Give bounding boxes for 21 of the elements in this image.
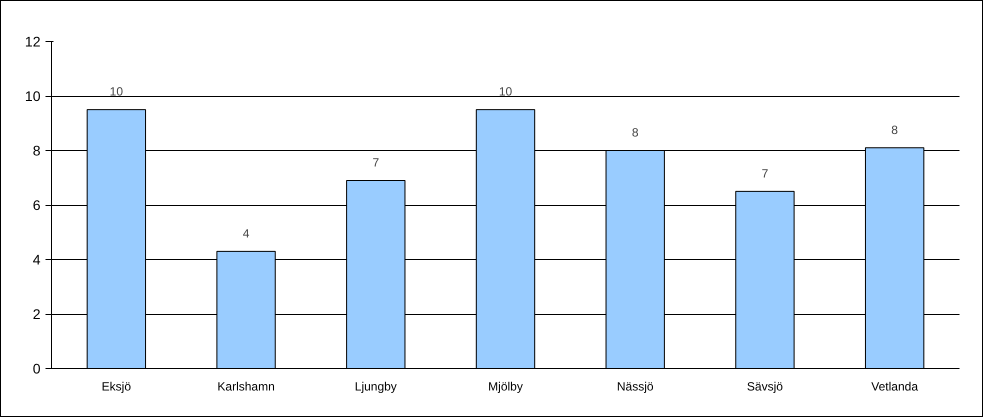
y-tick-label: 10 [24,88,41,104]
y-tick-label: 12 [24,34,41,50]
y-tick-label: 6 [32,197,41,213]
x-tick-label: Vetlanda [871,380,918,394]
data-label: 7 [372,155,380,170]
y-tick-label: 4 [32,252,41,268]
data-label: 8 [632,126,639,140]
x-tick-label: Ljungby [354,380,397,394]
data-label: 10 [110,84,124,99]
x-tick-label: Nässjö [616,380,654,394]
y-tick-label: 2 [32,306,41,322]
data-label: 4 [242,226,250,240]
x-tick-label: Eksjö [102,380,132,394]
data-label: 7 [762,166,769,180]
x-tick-label: Mjölby [488,380,523,394]
data-label: 8 [891,122,898,137]
y-tick-label: 8 [32,142,41,158]
data-label: 10 [498,84,512,99]
x-tick-label: Karlshamn [217,380,275,394]
y-tick-label: 0 [32,360,41,376]
x-tick-label: Sävsjö [746,380,784,394]
